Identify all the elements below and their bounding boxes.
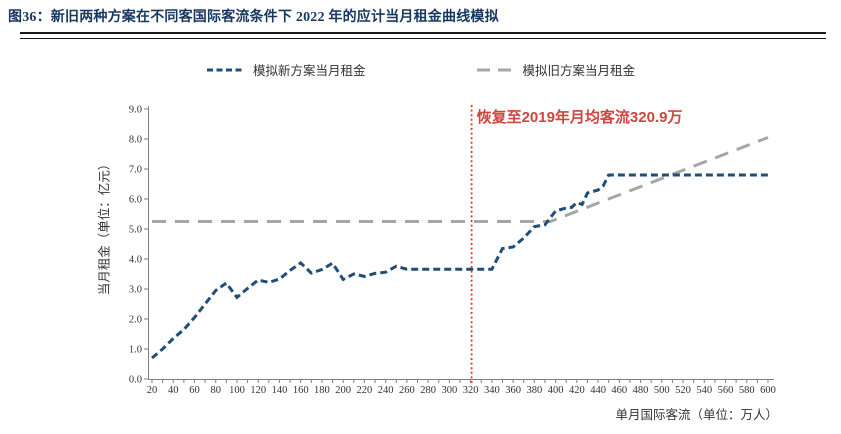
- x-tick-label: 260: [399, 385, 415, 396]
- x-tick-label: 80: [210, 385, 221, 396]
- x-tick-label: 500: [654, 385, 670, 396]
- x-tick-label: 60: [189, 385, 200, 396]
- x-tick-label: 400: [548, 385, 564, 396]
- legend-entry-new-scheme: 模拟新方案当月租金: [206, 60, 366, 79]
- y-tick-label: 2.0: [129, 315, 142, 326]
- x-tick-label: 360: [505, 385, 521, 396]
- new-scheme-line: [151, 173, 768, 360]
- y-tick-label: 7.0: [129, 165, 142, 176]
- x-tick-label: 120: [250, 385, 266, 396]
- old-scheme-line: [152, 136, 769, 223]
- new-scheme-legend-line: [206, 68, 245, 71]
- x-tick-label: 580: [739, 385, 755, 396]
- x-tick-label: 600: [760, 385, 776, 396]
- x-tick-label: 560: [718, 385, 734, 396]
- x-tick-label: 380: [526, 385, 542, 396]
- y-tick-label: 4.0: [129, 255, 142, 266]
- x-tick-label: 340: [484, 385, 500, 396]
- x-tick-label: 460: [611, 385, 627, 396]
- legend-label-new-scheme: 模拟新方案当月租金: [252, 64, 366, 78]
- y-axis-title: 当月租金（单位：亿元）: [97, 157, 112, 296]
- figure-title: 图36：新旧两种方案在不同客国际客流条件下 2022 年的应计当月租金曲线模拟: [8, 10, 499, 25]
- x-tick-label: 180: [314, 385, 330, 396]
- passenger-flow-annotation: 恢复至2019年月均客流320.9万: [476, 109, 683, 126]
- x-tick-label: 440: [590, 385, 606, 396]
- y-tick-label: 1.0: [129, 345, 142, 356]
- x-tick-label: 280: [420, 385, 436, 396]
- old-scheme-legend-line: [476, 68, 515, 71]
- x-tick-label: 480: [633, 385, 649, 396]
- x-tick-label: 200: [335, 385, 351, 396]
- y-tick-label: 6.0: [129, 195, 142, 206]
- x-tick-label: 520: [675, 385, 691, 396]
- x-tick-label: 140: [272, 385, 288, 396]
- chart-legend: 模拟新方案当月租金 模拟旧方案当月租金: [0, 60, 841, 79]
- y-tick-label: 0.0: [129, 375, 142, 386]
- y-tick-label: 9.0: [129, 105, 142, 116]
- x-tick-label: 100: [229, 385, 245, 396]
- x-tick-label: 40: [168, 385, 179, 396]
- x-tick-label: 300: [442, 385, 458, 396]
- x-tick-label: 320: [463, 385, 479, 396]
- y-tick-label: 8.0: [129, 135, 142, 146]
- x-tick-label: 220: [357, 385, 373, 396]
- x-tick-label: 20: [147, 385, 158, 396]
- x-tick-label: 420: [569, 385, 585, 396]
- x-tick-label: 240: [378, 385, 394, 396]
- x-tick-label: 160: [293, 385, 309, 396]
- title-divider: [20, 32, 826, 39]
- y-tick-label: 3.0: [129, 285, 142, 296]
- y-tick-label: 5.0: [129, 225, 142, 236]
- x-tick-label: 540: [696, 385, 712, 396]
- legend-label-old-scheme: 模拟旧方案当月租金: [522, 64, 636, 78]
- legend-entry-old-scheme: 模拟旧方案当月租金: [476, 60, 636, 79]
- x-axis-title: 单月国际客流（单位：万人）: [615, 408, 778, 422]
